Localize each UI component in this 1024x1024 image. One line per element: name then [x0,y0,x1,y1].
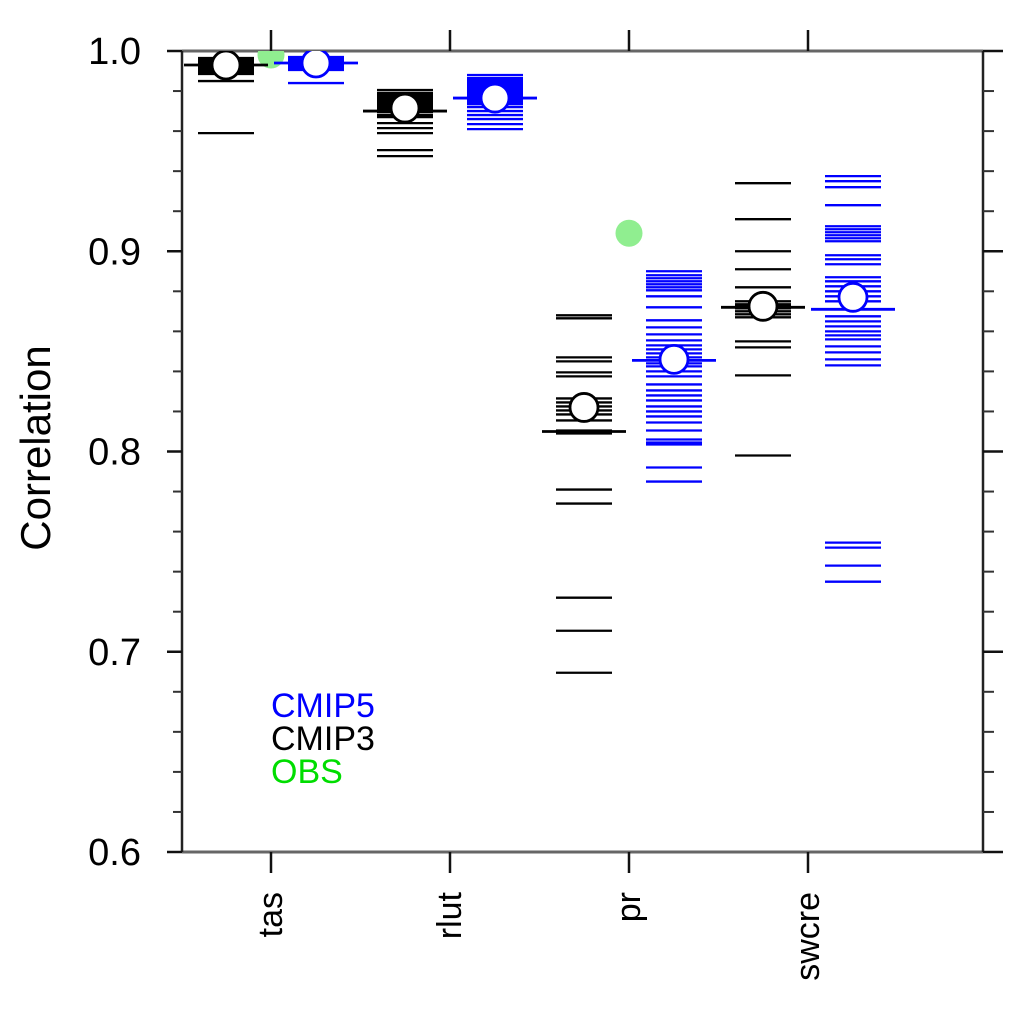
cmip5-mean-marker [479,82,511,114]
legend: CMIP5 CMIP3 OBS [271,687,375,791]
y-tick-label: 0.8 [88,432,141,474]
legend-item-obs: OBS [271,753,343,791]
obs-marker [615,219,643,247]
cmip3-mean-marker [568,392,600,423]
y-tick-label: 0.9 [88,231,141,273]
x-tick-label: rlut [431,891,469,939]
series-marks [184,51,895,674]
legend-item-cmip5: CMIP5 [271,687,375,725]
axis-tick-labels: 1.0 0.9 0.8 0.7 0.6 tas rlut pr swcre [88,31,827,981]
x-tick-label: tas [252,892,290,937]
cmip3-mean-marker [389,92,421,124]
y-tick-label: 1.0 [88,31,141,73]
y-tick-label: 0.6 [88,832,141,874]
x-tick-label: swcre [789,892,827,981]
cmip5-mean-marker [837,281,869,313]
axes [167,30,1003,873]
x-tick-label: pr [610,892,648,922]
cmip5-mean-marker [658,343,690,375]
y-axis-title: Correlation [12,345,59,551]
cmip5-mean-marker [300,51,332,79]
cmip3-mean-marker [210,51,242,81]
legend-item-cmip3: CMIP3 [271,720,375,758]
cmip3-mean-marker [747,290,779,322]
y-tick-label: 0.7 [88,632,141,674]
